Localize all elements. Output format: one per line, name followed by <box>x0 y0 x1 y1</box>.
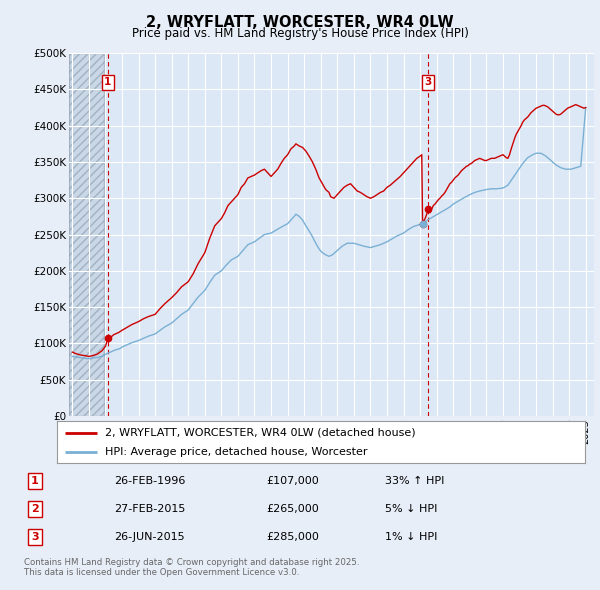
Text: 26-JUN-2015: 26-JUN-2015 <box>114 532 185 542</box>
Text: 5% ↓ HPI: 5% ↓ HPI <box>385 504 437 514</box>
Text: HPI: Average price, detached house, Worcester: HPI: Average price, detached house, Worc… <box>104 447 367 457</box>
Text: 1: 1 <box>31 476 39 486</box>
Text: 1% ↓ HPI: 1% ↓ HPI <box>385 532 437 542</box>
Text: £285,000: £285,000 <box>266 532 319 542</box>
Text: £107,000: £107,000 <box>266 476 319 486</box>
Text: 26-FEB-1996: 26-FEB-1996 <box>114 476 185 486</box>
Text: 27-FEB-2015: 27-FEB-2015 <box>114 504 185 514</box>
Text: 2, WRYFLATT, WORCESTER, WR4 0LW: 2, WRYFLATT, WORCESTER, WR4 0LW <box>146 15 454 30</box>
Text: 2, WRYFLATT, WORCESTER, WR4 0LW (detached house): 2, WRYFLATT, WORCESTER, WR4 0LW (detache… <box>104 428 415 438</box>
Text: 33% ↑ HPI: 33% ↑ HPI <box>385 476 444 486</box>
Text: 2: 2 <box>31 504 39 514</box>
Text: 3: 3 <box>31 532 39 542</box>
Text: Price paid vs. HM Land Registry's House Price Index (HPI): Price paid vs. HM Land Registry's House … <box>131 27 469 40</box>
Text: £265,000: £265,000 <box>266 504 319 514</box>
Text: Contains HM Land Registry data © Crown copyright and database right 2025.
This d: Contains HM Land Registry data © Crown c… <box>24 558 359 577</box>
Text: 1: 1 <box>104 77 112 87</box>
Text: 3: 3 <box>424 77 431 87</box>
